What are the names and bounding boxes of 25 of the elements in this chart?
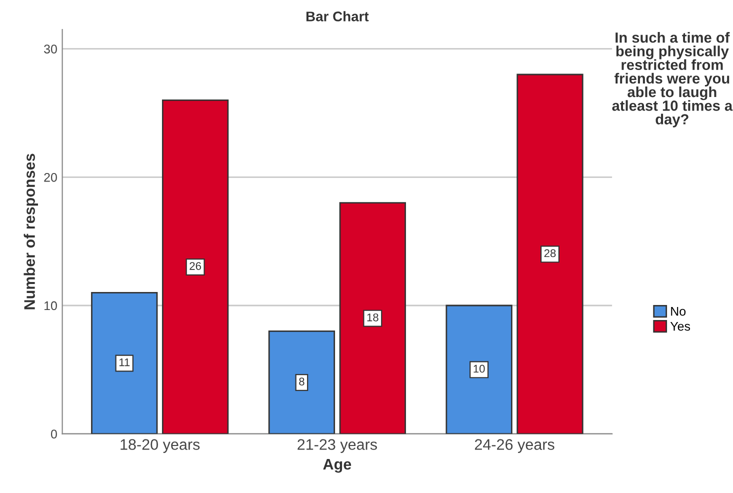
y-tick-label: 10: [44, 301, 57, 310]
bar: [516, 74, 584, 434]
legend-title: In such a time of being physically restricted from friends were you able to laugh atleast 10 times a day?: [612, 32, 733, 128]
chart-title: Bar Chart: [306, 11, 369, 22]
data-label: 11: [119, 358, 130, 366]
bar: [91, 292, 158, 434]
x-tick-label: 24-26 years: [474, 439, 554, 453]
legend-label: Yes: [670, 322, 690, 331]
x-tick-label: 18-20 years: [120, 439, 200, 453]
bar: [446, 304, 512, 434]
data-label: 18: [367, 313, 378, 322]
y-axis-title: Number of responses: [24, 154, 38, 310]
bar: [339, 202, 406, 434]
bar: [162, 99, 229, 434]
y-tick-label: 20: [44, 172, 57, 182]
y-tick-label: 0: [50, 430, 57, 438]
data-label: 26: [190, 262, 201, 270]
x-axis-title: Age: [323, 458, 352, 473]
data-label: 28: [544, 249, 556, 258]
data-label: 10: [474, 364, 485, 373]
data-label: 8: [299, 378, 304, 386]
x-tick-label: 21-23 years: [298, 439, 377, 453]
y-tick-label: 30: [44, 44, 57, 54]
bar: [268, 330, 336, 434]
legend-label: No: [671, 307, 686, 316]
